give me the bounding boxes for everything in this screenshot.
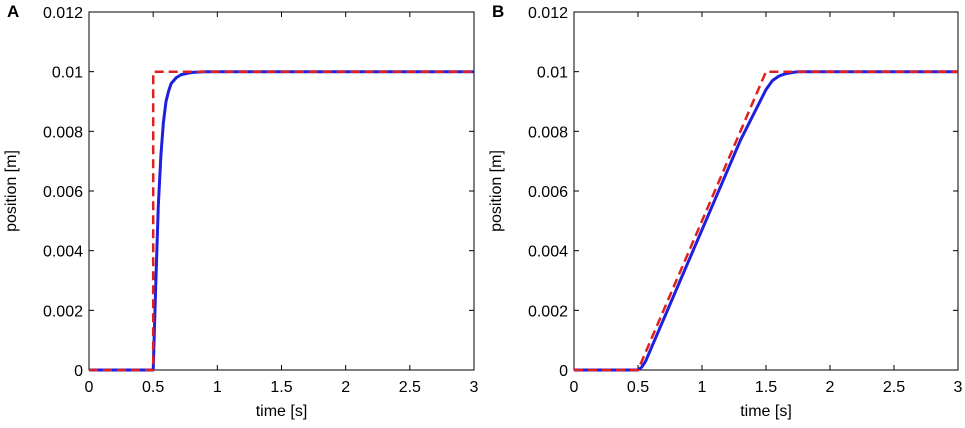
y-tick-label: 0.004 — [43, 244, 83, 261]
x-tick-label: 2.5 — [399, 379, 421, 396]
y-tick-label: 0.012 — [43, 5, 83, 22]
x-tick-label: 2 — [341, 379, 350, 396]
y-tick-label: 0.008 — [43, 124, 83, 141]
measured-line — [574, 70, 958, 372]
plot-frame — [88, 11, 475, 371]
panel-b: B 0 0.5 1 1.5 2 2.5 3 0 0.002 0.004 0.006 0.008 0.01 0… — [488, 2, 963, 420]
y-tick-label: 0.002 — [528, 303, 568, 320]
y-tick-label: 0.006 — [528, 184, 568, 201]
y-axis-label: position [m] — [488, 150, 505, 232]
y-tick-label: 0.006 — [43, 184, 83, 201]
x-tick-label: 1.5 — [270, 379, 292, 396]
y-tick-label: 0.004 — [528, 244, 568, 261]
y-tick-label: 0.002 — [43, 303, 83, 320]
x-tick-label: 2.5 — [883, 379, 905, 396]
x-axis-label: time [s] — [740, 403, 792, 420]
plot-frame — [573, 11, 959, 371]
x-tick-label: 0 — [570, 379, 579, 396]
y-tick-label: 0.012 — [528, 5, 568, 22]
x-axis-label: time [s] — [256, 403, 308, 420]
x-tick-label: 0.5 — [142, 379, 164, 396]
y-tick-label: 0.008 — [528, 124, 568, 141]
y-tick-label: 0.01 — [537, 65, 568, 82]
x-tick-label: 3 — [470, 379, 479, 396]
y-tick-label: 0.01 — [52, 65, 83, 82]
panel-a: A 0 0.5 1 1.5 2 2.5 3 0 0.002 0.004 0.006 0.008 0.01 0… — [3, 2, 479, 420]
x-tick-label: 1.5 — [755, 379, 777, 396]
reference-line — [574, 70, 958, 372]
x-tick-label: 1 — [213, 379, 222, 396]
reference-line — [89, 70, 474, 372]
panel-letter: B — [492, 2, 504, 21]
x-tick-label: 0 — [85, 379, 94, 396]
x-tick-label: 1 — [698, 379, 707, 396]
x-tick-label: 2 — [826, 379, 835, 396]
x-tick-label: 0.5 — [627, 379, 649, 396]
y-tick-label: 0 — [559, 363, 568, 380]
x-tick-label: 3 — [954, 379, 963, 396]
panel-letter: A — [7, 2, 19, 21]
y-axis-label: position [m] — [3, 150, 20, 232]
y-tick-label: 0 — [74, 363, 83, 380]
